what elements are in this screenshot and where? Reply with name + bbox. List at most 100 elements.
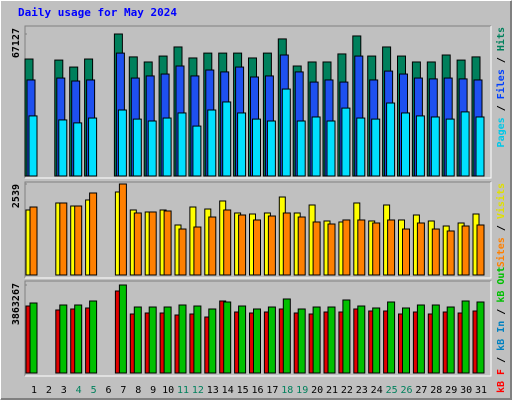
bar xyxy=(281,88,291,177)
bar xyxy=(208,308,217,374)
bar xyxy=(431,228,440,276)
panel-edge-dark xyxy=(24,181,491,278)
bar xyxy=(163,210,172,276)
bar xyxy=(386,102,396,177)
x-tick-label: 18 xyxy=(281,385,293,396)
x-tick-label: 24 xyxy=(371,385,383,396)
bar xyxy=(29,206,38,276)
legend-entry: Visits xyxy=(495,183,507,219)
legend-entry: Hits xyxy=(495,27,507,51)
bar xyxy=(29,302,38,374)
x-tick-label: 25 xyxy=(386,385,398,396)
x-tick-label: 22 xyxy=(341,385,353,396)
bar xyxy=(387,219,396,276)
x-tick-label: 20 xyxy=(311,385,323,396)
bar xyxy=(208,216,217,276)
bar xyxy=(118,183,127,276)
bar xyxy=(372,307,381,374)
bar xyxy=(89,192,98,276)
legend-entry: kB Out xyxy=(496,267,507,303)
bar xyxy=(117,109,127,177)
legend: Pages / Files / Hits xyxy=(495,27,507,147)
bar xyxy=(475,116,485,177)
bar xyxy=(88,117,98,177)
x-tick-label: 1 xyxy=(31,385,37,396)
bar xyxy=(342,299,351,374)
bar xyxy=(402,228,410,276)
bar xyxy=(356,117,366,177)
bar xyxy=(461,225,470,276)
bar xyxy=(178,228,187,276)
x-tick-label: 30 xyxy=(460,385,472,396)
legend-separator: / xyxy=(496,51,507,69)
bar xyxy=(59,304,68,374)
bar xyxy=(237,112,247,177)
y-tick-label: 67127 xyxy=(11,28,22,58)
legend-entry: Pages xyxy=(496,117,507,147)
x-tick-label: 16 xyxy=(251,385,263,396)
x-tick-label: 19 xyxy=(296,385,308,396)
x-tick-label: 8 xyxy=(135,385,141,396)
bar xyxy=(193,226,202,276)
bar xyxy=(147,120,157,177)
legend: kB F / kB In / kB Out xyxy=(496,267,507,393)
bar xyxy=(163,306,172,374)
x-tick-label: 26 xyxy=(400,385,412,396)
bar xyxy=(341,107,351,177)
bar xyxy=(238,305,247,374)
bar xyxy=(252,118,261,177)
bar xyxy=(222,101,232,177)
x-tick-label: 31 xyxy=(475,385,487,396)
legend-entry: Files xyxy=(495,69,507,99)
x-tick-label: 5 xyxy=(91,385,97,396)
bar xyxy=(28,115,38,177)
bar xyxy=(238,214,247,276)
x-tick-label: 14 xyxy=(222,385,234,396)
bar xyxy=(372,222,381,276)
x-tick-label: 3 xyxy=(61,385,67,396)
bar xyxy=(416,304,425,374)
x-tick-label: 12 xyxy=(192,385,204,396)
bar xyxy=(148,306,157,374)
bar xyxy=(207,109,217,177)
bar xyxy=(430,116,440,177)
x-tick-label: 4 xyxy=(76,385,82,396)
bar xyxy=(74,304,83,374)
bar xyxy=(445,118,455,177)
x-tick-label: 23 xyxy=(356,385,368,396)
bar xyxy=(327,306,336,374)
bar xyxy=(74,205,83,276)
x-tick-label: 29 xyxy=(445,385,457,396)
legend-entry: kB In xyxy=(496,321,507,351)
bar xyxy=(253,219,261,276)
legend-separator: / xyxy=(496,303,507,321)
x-tick-label: 9 xyxy=(150,385,156,396)
y-tick-label: 2539 xyxy=(11,184,22,208)
bar xyxy=(476,301,485,374)
bar xyxy=(223,209,232,276)
bar xyxy=(253,308,261,374)
x-tick-label: 7 xyxy=(120,385,126,396)
bar xyxy=(357,219,366,276)
x-tick-label: 28 xyxy=(430,385,442,396)
bar xyxy=(267,306,276,374)
x-tick-label: 10 xyxy=(162,385,174,396)
bar xyxy=(148,211,157,276)
bar xyxy=(311,116,321,177)
legend-separator: / xyxy=(496,99,507,117)
legend-separator: / xyxy=(496,351,507,369)
panel-edge-light xyxy=(25,182,492,279)
bar xyxy=(297,308,306,374)
x-tick-label: 2 xyxy=(46,385,52,396)
x-tick-label: 15 xyxy=(237,385,249,396)
legend-entry: Sites xyxy=(495,237,507,267)
legend: Sites / Visits xyxy=(495,183,507,267)
bar xyxy=(297,216,306,276)
x-tick-label: 6 xyxy=(105,385,111,396)
bar xyxy=(415,115,425,177)
bar xyxy=(193,305,202,374)
bar xyxy=(446,306,455,374)
bar xyxy=(326,120,336,177)
legend-separator: / xyxy=(496,219,507,237)
